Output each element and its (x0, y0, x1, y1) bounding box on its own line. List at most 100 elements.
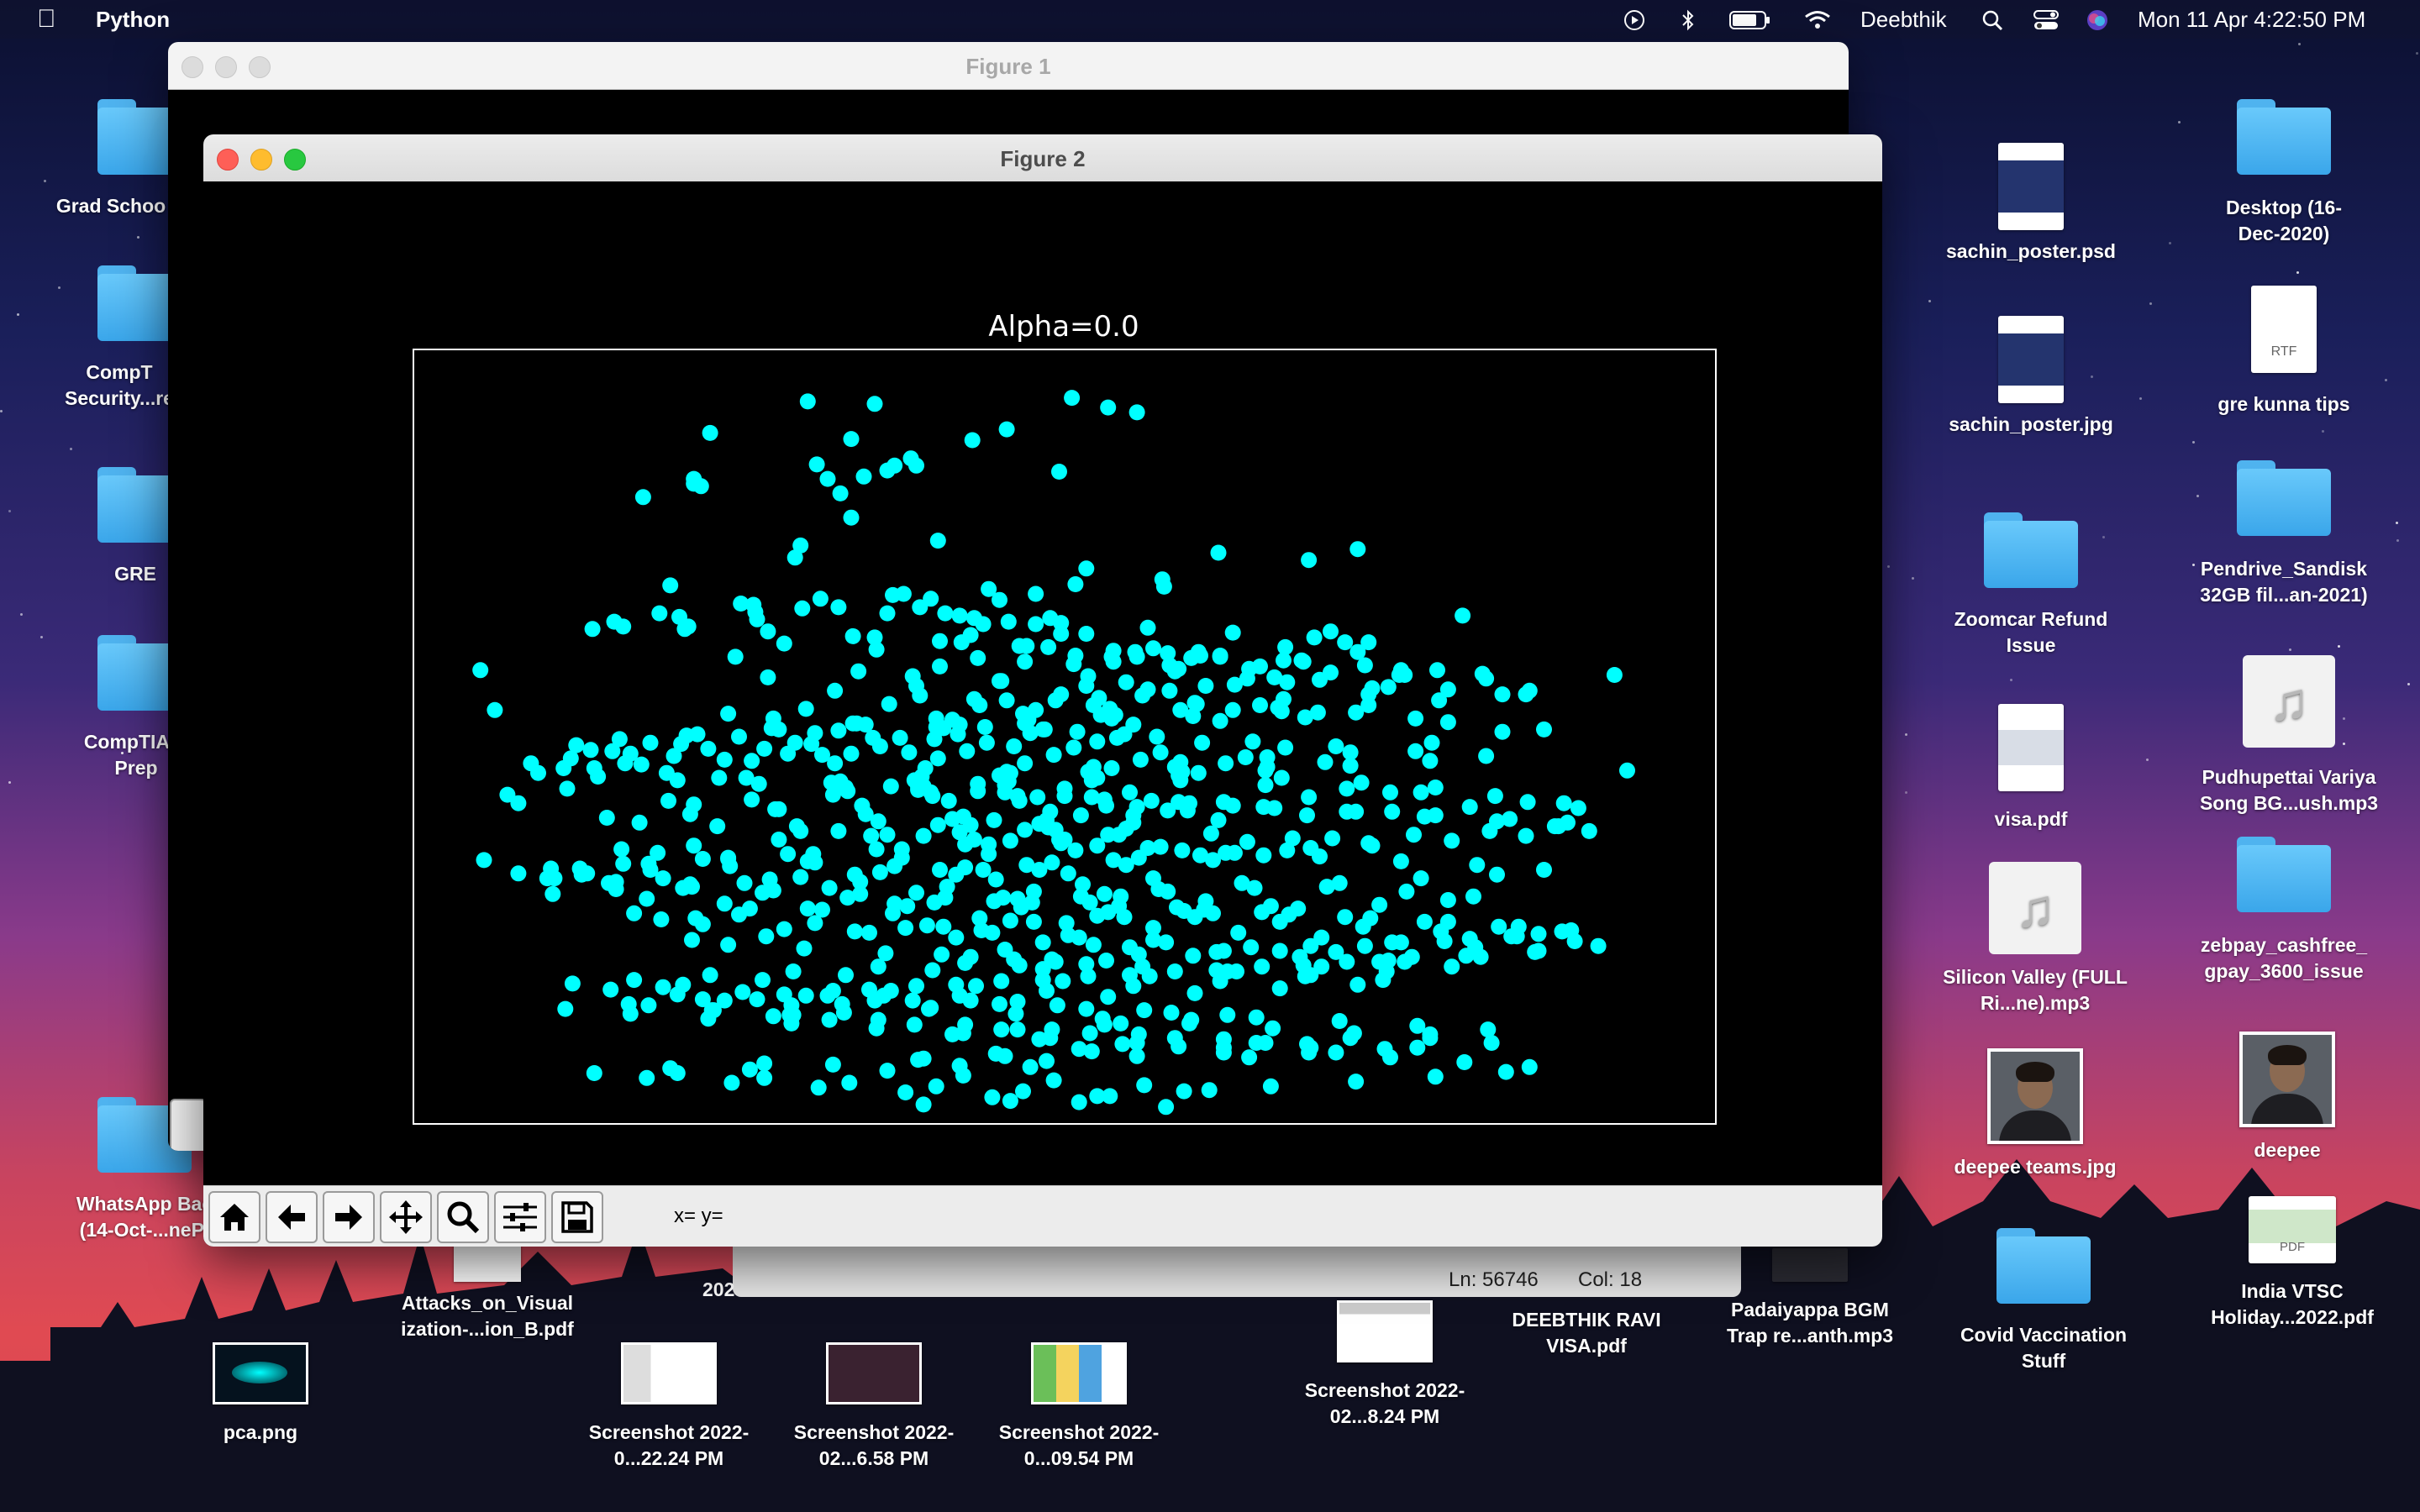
desktop-file[interactable]: visa.pdf (1939, 704, 2123, 832)
scatter-point (1166, 963, 1183, 979)
scatter-point (622, 745, 639, 762)
desktop-file[interactable]: Padaiyappa BGM Trap re...anth.mp3 (1718, 1248, 1902, 1349)
scatter-point (1122, 967, 1138, 984)
scatter-point (1025, 883, 1042, 900)
desktop-icon-label: Covid Vaccination Stuff (1960, 1324, 2128, 1372)
scatter-point (1255, 847, 1272, 864)
scatter-point (1118, 674, 1134, 690)
music-album-thumbnail-icon (1772, 1248, 1848, 1282)
desktop-file[interactable]: DEEBTHIK RAVI VISA.pdf (1494, 1307, 1679, 1359)
scatter-point (1384, 803, 1401, 820)
minimize-button-inactive[interactable] (215, 56, 237, 78)
scatter-plot[interactable]: Alpha=0.0 (203, 181, 1882, 1186)
desktop-file[interactable]: sachin_poster.psd (1939, 143, 2123, 265)
desktop-icon-label: Padaiyappa BGM Trap re...anth.mp3 (1726, 1299, 1894, 1347)
desktop-file[interactable]: Screenshot 2022-02...8.24 PM (1292, 1300, 1477, 1430)
chart-title: Alpha=0.0 (988, 310, 1139, 344)
figure1-home-button-partial[interactable] (170, 1099, 207, 1151)
star (2407, 683, 2410, 685)
wifi-icon[interactable] (1803, 9, 1832, 31)
desktop-file[interactable]: deepee (2195, 1032, 2380, 1163)
figure2-titlebar[interactable]: Figure 2 (203, 134, 1882, 182)
rtf-file-icon: RTF (2251, 286, 2317, 373)
desktop-file[interactable]: pca.png (168, 1342, 353, 1446)
scatter-point (1163, 1005, 1180, 1021)
desktop-folder[interactable]: Desktop (16-Dec-2020) (2191, 99, 2376, 247)
desktop-file[interactable]: sachin_poster.jpg (1939, 316, 2123, 438)
desktop-file[interactable]: deepee teams.jpg (1943, 1048, 2128, 1180)
apple-menu-icon[interactable]:  (37, 5, 56, 34)
scatter-point (843, 745, 860, 762)
scatter-point (984, 1089, 1001, 1105)
desktop-folder[interactable]: Covid Vaccination Stuff (1951, 1228, 2136, 1374)
desktop-icon-label: zebpay_cashfree_ gpay_3600_issue (2200, 934, 2368, 982)
scatter-point (1266, 669, 1283, 685)
editor-window[interactable]: Ln: 56746 Col: 18 (733, 1243, 1741, 1297)
forward-button[interactable] (323, 1191, 375, 1243)
desktop-folder[interactable]: Pendrive_Sandisk 32GB fil...an-2021) (2191, 460, 2376, 608)
desktop-file[interactable]: Screenshot 2022-0...22.24 PM (576, 1342, 761, 1472)
scatter-point (1028, 616, 1044, 633)
scatter-point (1174, 842, 1191, 858)
figure2-window[interactable]: Figure 2 Alpha=0.0 x= y= (203, 134, 1882, 1247)
scatter-point (1205, 852, 1221, 869)
scatter-point (1409, 1017, 1426, 1034)
clock[interactable]: Mon 11 Apr 4:22:50 PM (2138, 7, 2366, 32)
scatter-point (650, 844, 666, 861)
scatter-point (1141, 968, 1158, 984)
scatter-point (1239, 833, 1255, 850)
desktop-icon-label: Screenshot 2022-0...09.54 PM (998, 1421, 1160, 1469)
desktop-file[interactable]: ♫ Pudhupettai Variya Song BG...ush.mp3 (2196, 655, 2381, 816)
siri-icon[interactable] (2086, 8, 2109, 32)
desktop-file[interactable]: Screenshot 2022-02...6.58 PM (781, 1342, 966, 1472)
photo-thumbnail-icon (2239, 1032, 2335, 1127)
configure-subplots-button[interactable] (494, 1191, 546, 1243)
zoom-button[interactable] (437, 1191, 489, 1243)
scatter-point (876, 987, 892, 1004)
desktop-icon-label: Screenshot 2022-0...22.24 PM (588, 1421, 750, 1469)
app-menu[interactable]: Python (96, 7, 171, 32)
bluetooth-icon[interactable] (1679, 8, 1697, 33)
control-center-icon[interactable] (2033, 9, 2059, 31)
home-button[interactable] (208, 1191, 260, 1243)
scatter-point (1002, 1093, 1018, 1110)
scatter-point (934, 946, 950, 963)
desktop-folder[interactable]: zebpay_cashfree_ gpay_3600_issue (2191, 837, 2376, 984)
scatter-point (857, 717, 874, 733)
desktop-file[interactable]: Attacks_on_Visual ization-...ion_B.pdf (395, 1243, 580, 1342)
scatter-point (1219, 1006, 1236, 1023)
scatter-point (1277, 638, 1294, 655)
desktop-file[interactable]: Screenshot 2022-0...09.54 PM (986, 1342, 1171, 1472)
desktop-folder[interactable]: Zoomcar Refund Issue (1939, 512, 2123, 659)
scatter-point (812, 591, 829, 607)
close-button-inactive[interactable] (182, 56, 203, 78)
desktop-file[interactable]: ♫ Silicon Valley (FULL Ri...ne).mp3 (1943, 862, 2128, 1016)
pan-button[interactable] (380, 1191, 432, 1243)
scatter-point (756, 1069, 773, 1086)
minimize-button[interactable] (250, 149, 272, 171)
scatter-point (1078, 626, 1095, 642)
maximize-button-inactive[interactable] (249, 56, 271, 78)
scatter-point (1478, 748, 1495, 764)
search-icon[interactable] (1981, 9, 2003, 31)
scatter-point (953, 634, 970, 651)
scatter-point (879, 605, 896, 622)
battery-icon[interactable] (1729, 10, 1771, 30)
close-button[interactable] (217, 149, 239, 171)
play-icon[interactable] (1623, 9, 1645, 31)
desktop-file[interactable]: PDF India VTSC Holiday...2022.pdf (2200, 1196, 2385, 1331)
scatter-point (879, 1063, 896, 1079)
desktop-file[interactable]: RTF gre kunna tips (2191, 286, 2376, 417)
scatter-point (700, 1011, 717, 1027)
user-name[interactable]: Deebthik (1860, 7, 1947, 32)
maximize-button[interactable] (284, 149, 306, 171)
save-button[interactable] (551, 1191, 603, 1243)
scatter-point (1349, 541, 1366, 558)
scatter-point (1339, 953, 1355, 970)
scatter-point (1271, 913, 1288, 930)
scatter-point (749, 991, 765, 1008)
back-button[interactable] (266, 1191, 318, 1243)
figure1-titlebar[interactable]: Figure 1 (168, 42, 1849, 90)
scatter-point (584, 621, 601, 638)
scatter-point (639, 1069, 655, 1086)
